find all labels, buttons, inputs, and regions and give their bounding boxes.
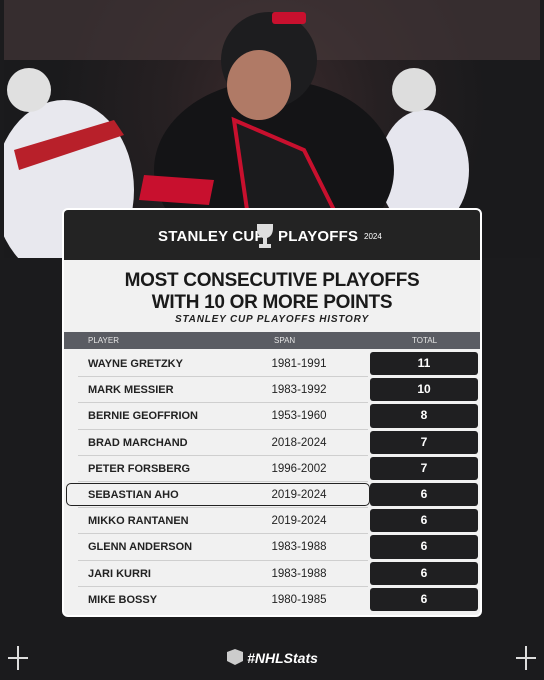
player-name: WAYNE GRETZKY (88, 358, 183, 370)
player-name: BRAD MARCHAND (88, 436, 188, 449)
total: 6 (370, 483, 478, 507)
span: 1983-1988 (271, 567, 327, 580)
total: 11 (370, 352, 478, 376)
span: 1980-1985 (271, 593, 327, 606)
column-label: SPAN (274, 336, 296, 345)
column-header: PLAYER SPAN TOTAL (64, 332, 480, 349)
span: 2019-2024 (271, 489, 327, 501)
title-line: WITH 10 OR MORE POINTS (151, 292, 393, 313)
row-separator (78, 559, 368, 561)
corner-mark (516, 646, 536, 670)
total: 7 (370, 430, 478, 454)
total: 10 (370, 378, 478, 402)
cup-icon (257, 224, 273, 248)
brand-left: STANLEY CUP (158, 228, 265, 245)
row-separator (78, 533, 368, 535)
brand-year: 2024 (364, 232, 382, 241)
player-name: GLENN ANDERSON (88, 541, 193, 554)
span: 1996-2002 (271, 462, 327, 475)
player-name: MARK MESSIER (88, 384, 174, 397)
span: 1981-1991 (271, 358, 327, 370)
hashtag: #NHLStats (247, 650, 318, 666)
player-name: BERNIE GEOFFRION (88, 410, 199, 423)
total: 8 (370, 404, 478, 428)
card-header: STANLEY CUP PLAYOFFS 2024 (64, 210, 480, 260)
player-name: PETER FORSBERG (88, 462, 191, 475)
total: 6 (370, 535, 478, 559)
subtitle: STANLEY CUP PLAYOFFS HISTORY (175, 314, 369, 325)
player-name: JARI KURRI (88, 567, 151, 580)
row-highlight (66, 483, 370, 507)
row-separator (78, 585, 368, 587)
row-separator (78, 481, 368, 482)
row-separator (78, 428, 368, 430)
row-separator (78, 507, 368, 509)
total: 6 (370, 509, 478, 533)
span: 1953-1960 (271, 410, 327, 423)
brand-right: PLAYOFFS (278, 228, 359, 245)
stats-card: STANLEY CUP PLAYOFFS 2024 MOST CONSECUTI… (62, 208, 482, 617)
nhl-logo (227, 649, 244, 665)
total: 6 (370, 587, 478, 611)
player-name: MIKE BOSSY (88, 593, 158, 606)
span: 1983-1992 (271, 384, 327, 397)
title-line: MOST CONSECUTIVE PLAYOFFS (124, 270, 420, 291)
row-separator (78, 454, 368, 456)
span: 1983-1988 (271, 541, 327, 554)
row-separator (78, 402, 368, 404)
total: 7 (370, 456, 478, 480)
footer: #NHLStats (0, 648, 544, 666)
column-label: TOTAL (412, 336, 438, 345)
span: 2019-2024 (271, 515, 327, 528)
span: 2018-2024 (271, 436, 327, 449)
hero-photo (4, 0, 540, 258)
corner-mark (8, 646, 28, 670)
total: 6 (370, 561, 478, 585)
column-label: PLAYER (88, 336, 119, 345)
row-separator (78, 376, 368, 378)
player-name: SEBASTIAN AHO (88, 489, 179, 501)
player-name: MIKKO RANTANEN (88, 515, 189, 528)
